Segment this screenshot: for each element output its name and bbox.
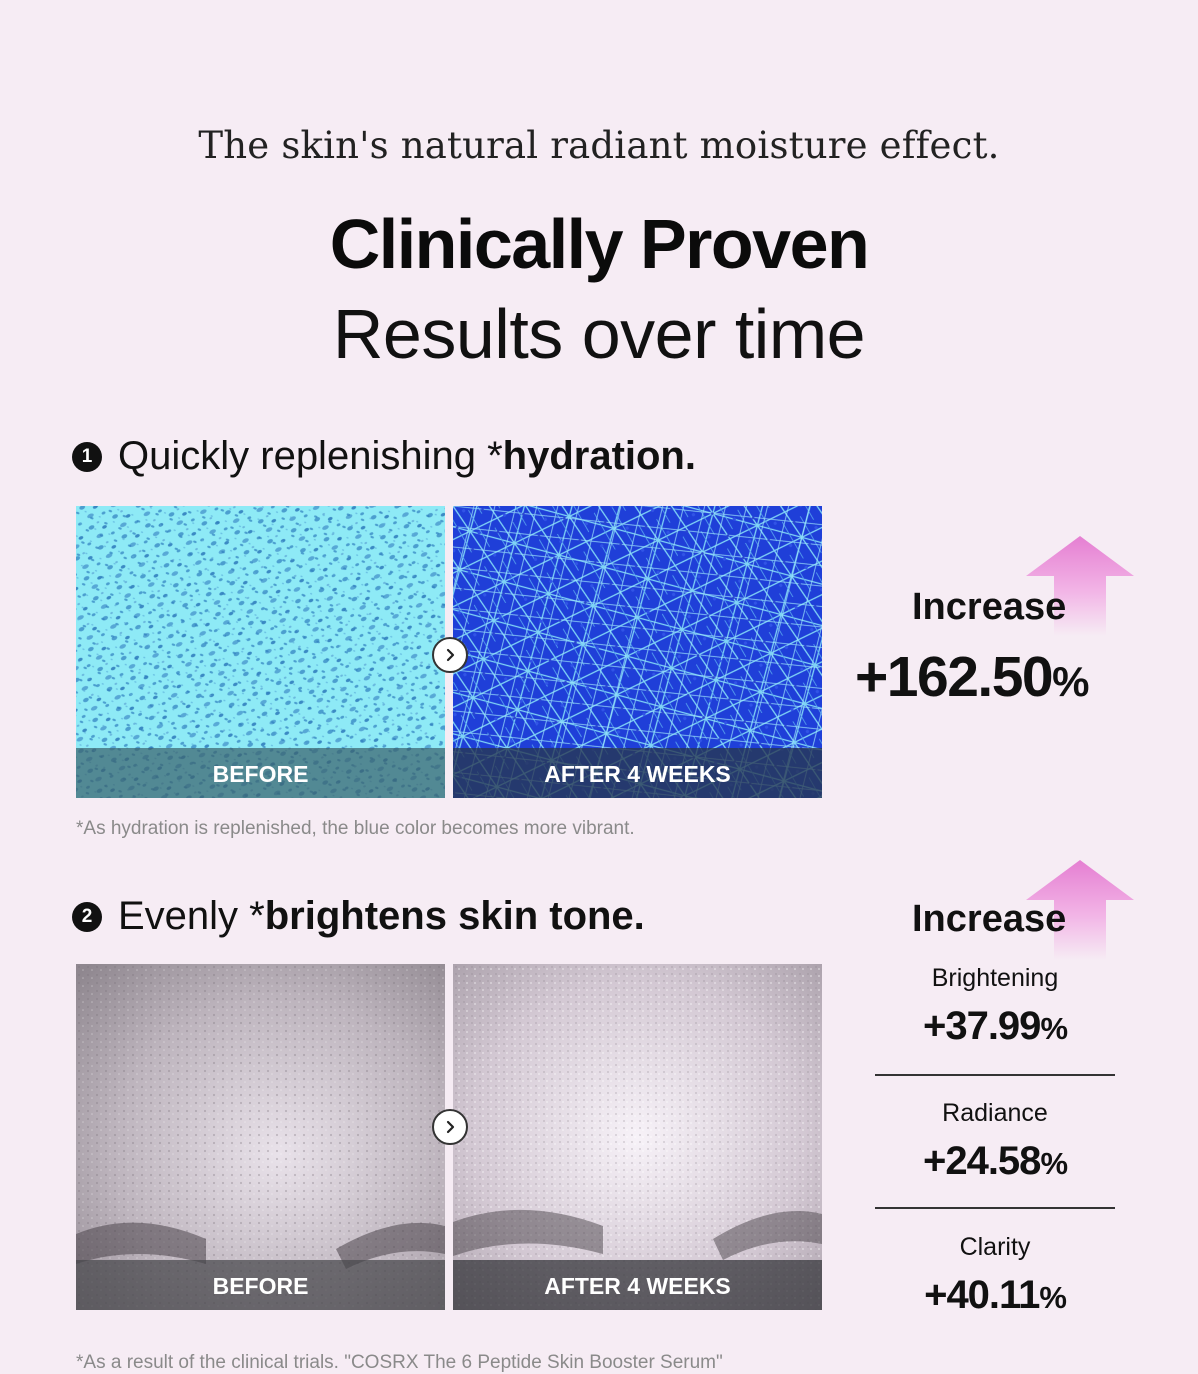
up-arrow-icon bbox=[1026, 536, 1134, 636]
metric-value-radiance: +24.58% bbox=[875, 1139, 1115, 1184]
hydration-after-photo: AFTER 4 WEEKS bbox=[453, 506, 822, 798]
hydration-increase-number: +162.50 bbox=[855, 645, 1054, 709]
percent-symbol: % bbox=[1052, 658, 1089, 705]
section-number-badge: 2 bbox=[72, 901, 102, 932]
metric-number: +24.58 bbox=[922, 1139, 1041, 1183]
section-1-heading-highlight: hydration. bbox=[502, 434, 696, 478]
before-label: BEFORE bbox=[76, 1260, 445, 1310]
skin-before-photo: BEFORE bbox=[76, 964, 445, 1310]
percent-symbol: % bbox=[1039, 1280, 1067, 1315]
metric-name-radiance: Radiance bbox=[942, 1099, 1048, 1127]
percent-symbol: % bbox=[1040, 1146, 1068, 1181]
skin-after-texture bbox=[453, 964, 822, 1310]
hydration-before-photo: BEFORE bbox=[76, 506, 445, 798]
metric-name-clarity: Clarity bbox=[959, 1233, 1031, 1261]
increase-label: Increase bbox=[912, 586, 1067, 628]
clinical-footnote: *As a result of the clinical trials. "CO… bbox=[76, 1352, 723, 1373]
skin-after-photo: AFTER 4 WEEKS bbox=[453, 964, 822, 1310]
next-arrow-button[interactable] bbox=[432, 637, 468, 673]
metric-value-brightening: +37.99% bbox=[875, 1004, 1115, 1049]
skin-before-texture bbox=[76, 964, 445, 1310]
next-arrow-button[interactable] bbox=[432, 1109, 468, 1145]
chevron-right-icon bbox=[446, 1120, 455, 1134]
section-2-heading-highlight: brightens skin tone. bbox=[264, 894, 645, 938]
metric-number: +37.99 bbox=[922, 1004, 1041, 1048]
hydration-footnote: *As hydration is replenished, the blue c… bbox=[76, 818, 635, 839]
section-1-heading-text: Quickly replenishing * bbox=[118, 434, 503, 478]
section-number-badge: 1 bbox=[72, 441, 102, 472]
metric-value-clarity: +40.11% bbox=[875, 1273, 1115, 1318]
section-1-heading: 1 Quickly replenishing * hydration. bbox=[72, 434, 696, 479]
hydration-increase-value: +162.50% bbox=[855, 644, 1089, 710]
metric-divider bbox=[875, 1074, 1115, 1076]
percent-symbol: % bbox=[1040, 1011, 1068, 1046]
metric-divider bbox=[875, 1207, 1115, 1209]
before-label: BEFORE bbox=[76, 748, 445, 798]
section-2-heading: 2 Evenly * brightens skin tone. bbox=[72, 894, 645, 939]
after-label: AFTER 4 WEEKS bbox=[453, 1260, 822, 1310]
up-arrow-icon bbox=[1026, 860, 1134, 960]
chevron-right-icon bbox=[446, 648, 455, 662]
section-2-heading-text: Evenly * bbox=[118, 894, 265, 938]
page-title: Clinically Proven bbox=[329, 205, 870, 283]
page-subtitle: The skin's natural radiant moisture effe… bbox=[198, 124, 1000, 167]
metric-name-brightening: Brightening bbox=[931, 964, 1059, 992]
increase-label: Increase bbox=[912, 898, 1067, 940]
after-label: AFTER 4 WEEKS bbox=[453, 748, 822, 798]
page-title-secondary: Results over time bbox=[332, 295, 866, 373]
metric-number: +40.11 bbox=[924, 1273, 1040, 1317]
